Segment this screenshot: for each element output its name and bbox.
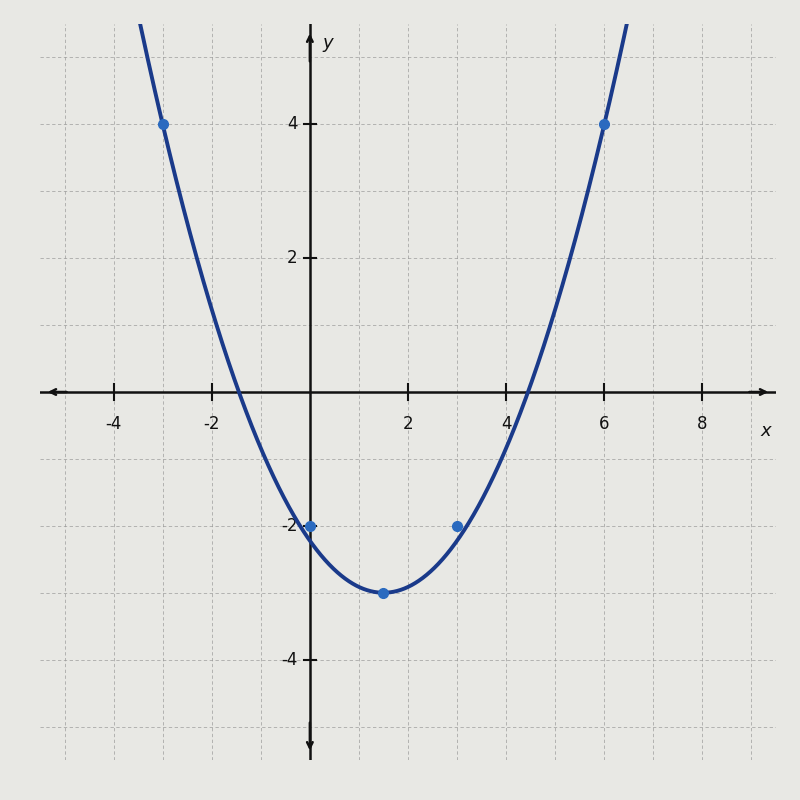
Text: -2: -2 (203, 415, 220, 434)
Text: 2: 2 (402, 415, 414, 434)
Text: 4: 4 (287, 115, 298, 134)
Text: 4: 4 (501, 415, 511, 434)
Text: 6: 6 (599, 415, 610, 434)
Text: x: x (761, 422, 771, 440)
Text: -4: -4 (106, 415, 122, 434)
Text: y: y (322, 34, 333, 52)
Text: 2: 2 (287, 249, 298, 267)
Text: -2: -2 (281, 517, 298, 535)
Text: 8: 8 (697, 415, 708, 434)
Text: -4: -4 (282, 650, 298, 669)
